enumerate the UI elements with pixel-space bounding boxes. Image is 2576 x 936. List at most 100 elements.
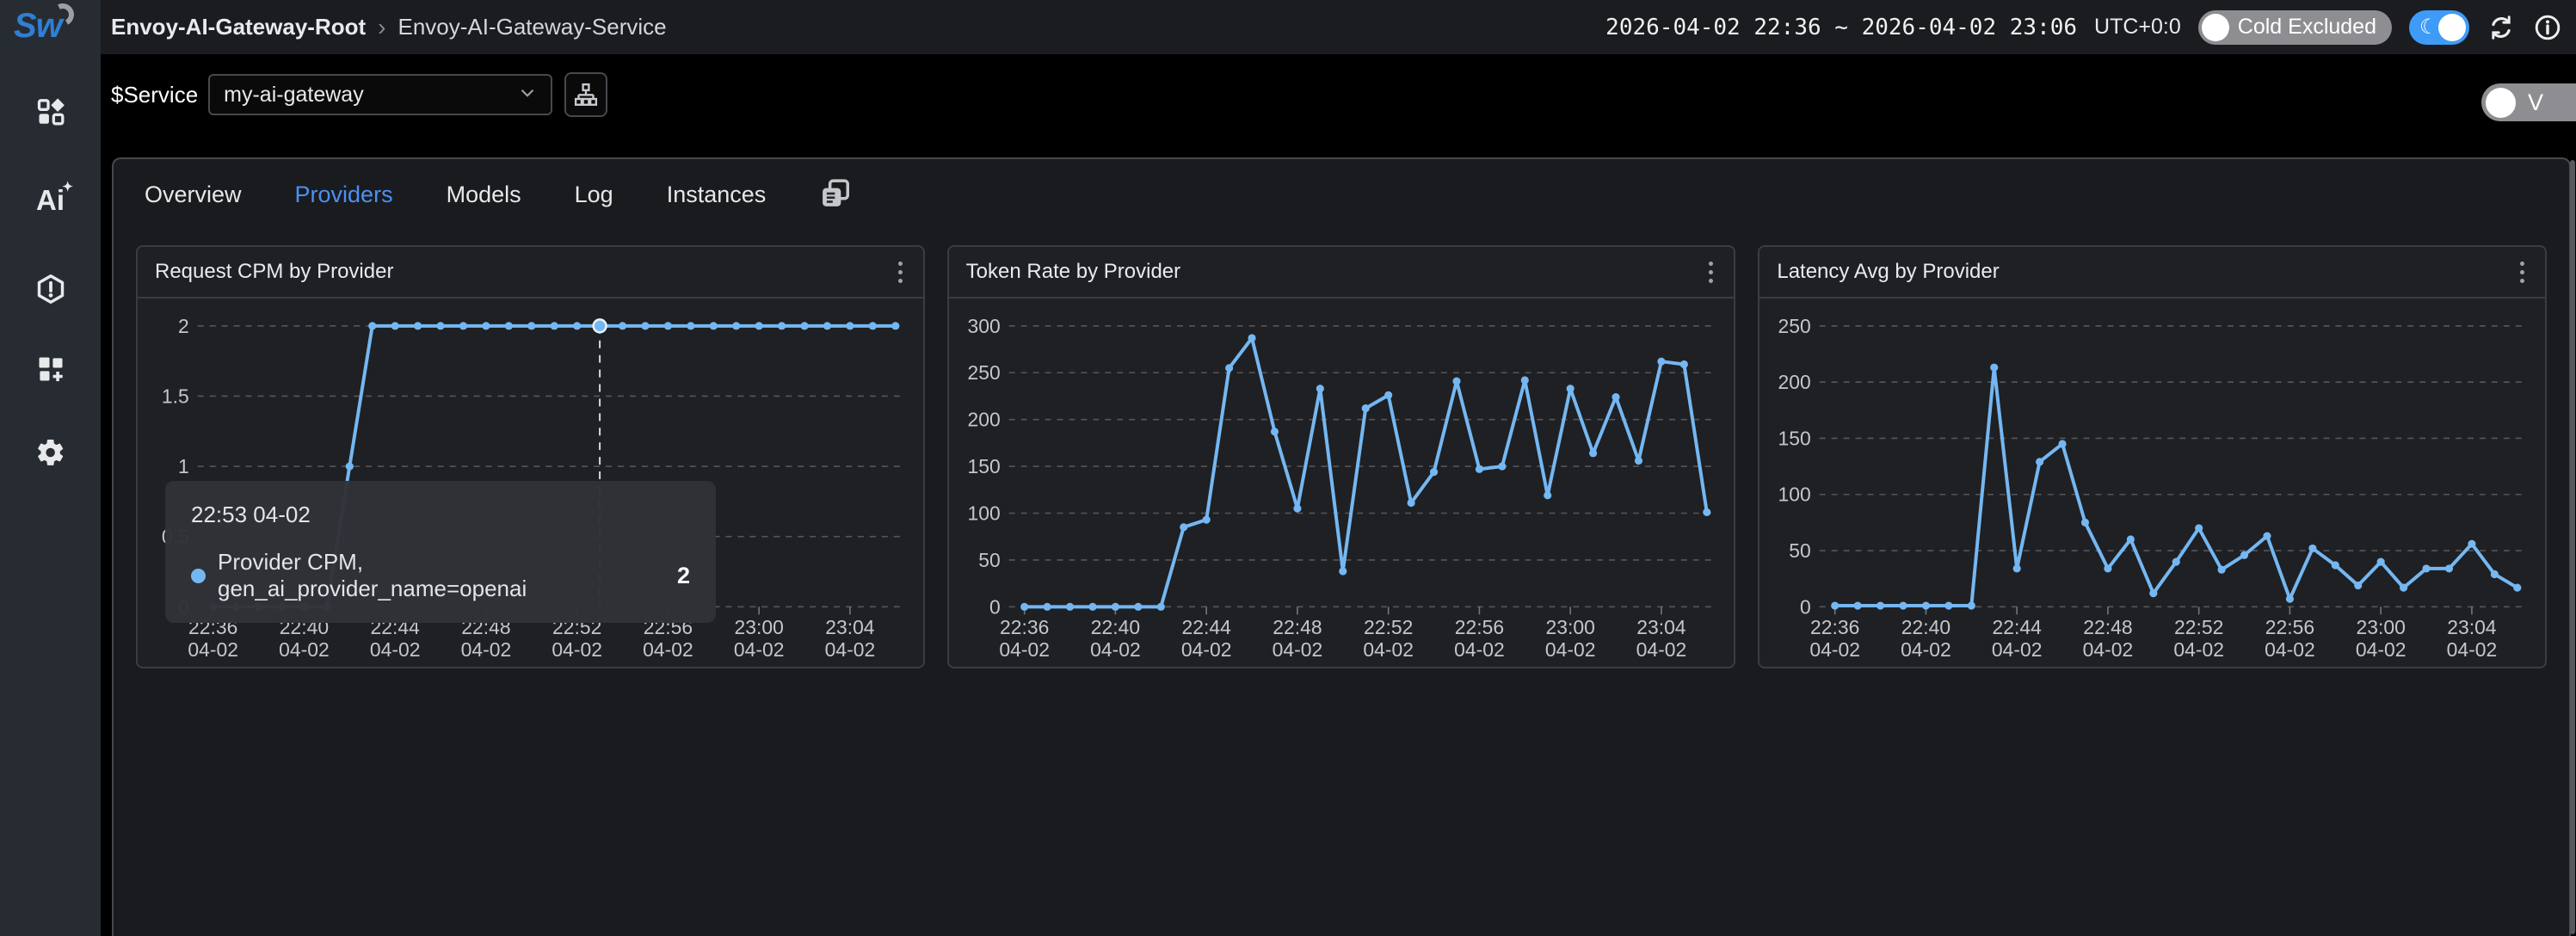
hovered-data-point[interactable] xyxy=(592,318,607,334)
series-line xyxy=(1833,366,2520,608)
data-point xyxy=(1944,601,1953,610)
data-point xyxy=(504,322,513,330)
data-point xyxy=(1429,468,1438,477)
breadcrumb-root[interactable]: Envoy-AI-Gateway-Root xyxy=(111,14,367,40)
sidebar-item-alerting[interactable] xyxy=(34,272,68,306)
data-point xyxy=(1248,334,1256,342)
x-tick-label: 04-02 xyxy=(1272,638,1322,661)
chart-menu-button[interactable] xyxy=(1705,258,1716,286)
data-point xyxy=(1065,602,1074,611)
x-tick-label: 22:52 xyxy=(2174,616,2223,638)
x-tick-label: 23:00 xyxy=(735,616,784,638)
data-point xyxy=(2195,524,2203,533)
x-tick-label: 22:44 xyxy=(1993,616,2043,638)
chart-card-header: Request CPM by Provider xyxy=(138,247,923,299)
chart-plot-area[interactable]: 0 50 100 150 200 250 300 22:36 04-02 22:40 04-02 22… xyxy=(949,299,1735,667)
data-point xyxy=(823,322,832,330)
chart-menu-button[interactable] xyxy=(2517,258,2528,286)
timezone-label[interactable]: UTC+0:0 xyxy=(2094,15,2181,39)
y-tick-label: 300 xyxy=(967,315,1000,337)
tab-instances[interactable]: Instances xyxy=(666,181,767,207)
service-select[interactable]: my-ai-gateway xyxy=(208,74,553,115)
data-point xyxy=(846,322,854,330)
chart-plot-area[interactable]: 0 50 100 150 200 250 22:36 04-02 22:40 04-02 22:44… xyxy=(1759,299,2545,667)
x-tick-label: 04-02 xyxy=(999,638,1050,661)
info-button[interactable] xyxy=(2533,13,2562,42)
dark-mode-toggle[interactable]: ☾ xyxy=(2409,9,2469,45)
refresh-icon xyxy=(2492,15,2511,40)
y-tick-label: 1.5 xyxy=(162,385,189,407)
skywalking-logo[interactable]: Sw xyxy=(14,0,77,46)
sidebar-item-settings[interactable] xyxy=(34,435,68,470)
time-range-picker[interactable]: 2026-04-02 22:36 ~ 2026-04-02 23:06 xyxy=(1605,14,2078,40)
logo-text: Sw xyxy=(14,7,63,45)
data-point xyxy=(1270,428,1279,436)
data-point xyxy=(891,322,900,330)
data-point xyxy=(368,322,377,330)
data-point xyxy=(732,322,741,330)
x-tick-label: 04-02 xyxy=(825,638,876,661)
tooltip-series-label: Provider CPM, gen_ai_provider_name=opena… xyxy=(218,549,527,601)
data-point xyxy=(1316,385,1324,393)
data-point xyxy=(1293,504,1302,513)
sidebar-item-widgets[interactable] xyxy=(34,352,68,386)
sidebar-item-ai-assistant[interactable]: Ai ✦ xyxy=(34,180,73,218)
x-tick-label: 04-02 xyxy=(1090,638,1141,661)
chart-menu-button[interactable] xyxy=(895,258,906,286)
topology-button[interactable] xyxy=(564,72,608,117)
data-point xyxy=(1179,523,1187,532)
x-tick-label: 04-02 xyxy=(2356,638,2407,661)
refresh-button[interactable] xyxy=(2487,13,2516,42)
tab-overview[interactable]: Overview xyxy=(145,181,242,207)
data-point xyxy=(2445,564,2454,573)
y-tick-label: 1 xyxy=(178,455,189,477)
data-point xyxy=(2149,589,2158,598)
y-tick-label: 200 xyxy=(1778,371,1811,393)
data-point xyxy=(1831,601,1840,610)
x-tick-label: 22:36 xyxy=(1000,616,1049,638)
tab-log[interactable]: Log xyxy=(574,181,613,207)
top-bar: Envoy-AI-Gateway-Root › Envoy-AI-Gateway… xyxy=(101,0,2576,54)
data-point xyxy=(1088,602,1097,611)
data-point xyxy=(2400,583,2408,592)
data-point xyxy=(1475,465,1483,473)
y-tick-label: 100 xyxy=(1778,483,1811,506)
topology-icon xyxy=(575,83,598,106)
cold-excluded-label: Cold Excluded xyxy=(2237,15,2376,39)
data-point xyxy=(1497,462,1507,471)
x-tick-label: 22:48 xyxy=(1273,616,1322,638)
data-point xyxy=(2513,583,2522,592)
data-point xyxy=(1361,404,1370,413)
cold-excluded-toggle[interactable]: Cold Excluded xyxy=(2197,9,2392,45)
x-tick-label: 04-02 xyxy=(2447,638,2498,661)
tab-models[interactable]: Models xyxy=(446,181,521,207)
vertical-scrollbar[interactable] xyxy=(2570,160,2575,934)
x-tick-label: 04-02 xyxy=(1363,638,1414,661)
data-point xyxy=(2217,565,2227,574)
copy-dashboard-button[interactable] xyxy=(819,177,854,212)
data-point xyxy=(2081,518,2090,526)
y-tick-label: 250 xyxy=(1778,315,1811,337)
tab-providers[interactable]: Providers xyxy=(294,181,393,207)
view-toggle[interactable]: V xyxy=(2481,83,2576,121)
data-point xyxy=(2468,539,2476,548)
data-point xyxy=(2012,564,2022,573)
chart-title: Latency Avg by Provider xyxy=(1777,260,2000,283)
data-point xyxy=(1612,392,1620,402)
data-point xyxy=(1020,602,1028,611)
data-point xyxy=(345,462,354,471)
data-point xyxy=(1990,363,1999,372)
x-tick-label: 04-02 xyxy=(188,638,238,661)
data-point xyxy=(573,322,582,330)
sidebar-item-marketplace[interactable] xyxy=(34,95,68,129)
data-point xyxy=(1588,449,1597,458)
service-select-value: my-ai-gateway xyxy=(224,82,364,107)
data-point xyxy=(1520,376,1529,385)
chart-plot-area[interactable]: 00.511.5222:3604-0222:4004-0222:4404-022… xyxy=(138,299,923,667)
x-tick-label: 22:56 xyxy=(1454,616,1503,638)
marketplace-icon xyxy=(37,98,65,126)
y-tick-label: 0 xyxy=(1800,595,1811,618)
data-point xyxy=(459,322,468,330)
x-tick-label: 22:40 xyxy=(1901,616,1950,638)
data-point xyxy=(1384,391,1392,399)
